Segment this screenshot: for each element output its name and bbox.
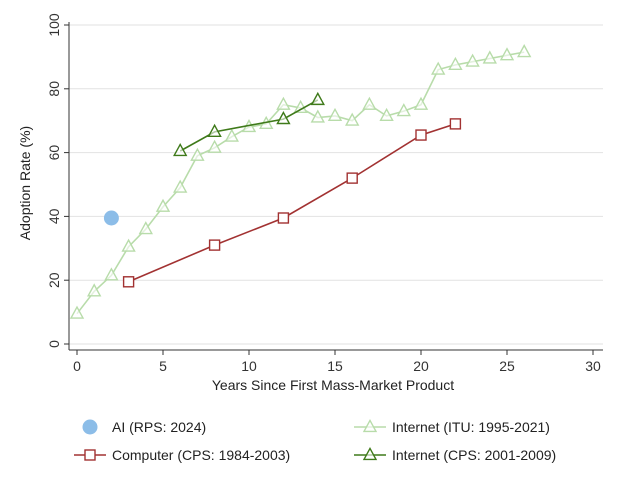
data-point [69,305,85,319]
data-point [448,56,463,70]
grid-layer [69,24,603,345]
y-tick-label: 40 [46,208,62,224]
data-point [208,239,221,251]
series-0 [103,210,119,226]
data-point [207,123,222,137]
series-layer [69,44,532,319]
x-tick-label: 0 [73,358,81,374]
data-point [346,172,358,184]
x-tick-label: 5 [159,358,167,374]
data-point [517,44,532,58]
x-tick-label: 30 [585,358,601,374]
legend: AI (RPS: 2024) Internet (ITU: 1995-2021) C… [74,418,556,463]
data-point [155,198,171,212]
data-point [482,50,497,64]
data-point [122,276,135,288]
legend-label: Internet (ITU: 1995-2021) [392,419,550,435]
legend-label: Computer (CPS: 1984-2003) [112,447,290,463]
legend-item: Internet (CPS: 2001-2009) [354,446,556,463]
legend-label: Internet (CPS: 2001-2009) [392,447,556,463]
x-tick-label: 20 [413,358,429,374]
data-point [104,267,119,281]
data-point [87,283,102,297]
axis-layer: 0 20 40 60 80 100 0 5 10 15 20 25 30 [46,13,603,374]
data-point [362,96,377,110]
data-point [310,109,325,123]
data-point [173,142,188,157]
y-tick-label: 80 [46,81,62,97]
data-point [276,96,291,110]
x-tick-label: 10 [241,358,257,374]
data-point [345,112,360,126]
legend-marker [362,418,378,433]
data-point [173,179,188,193]
data-point [327,107,343,122]
data-point [138,221,153,235]
data-point [379,107,394,122]
data-point [431,61,446,75]
data-point [413,96,429,110]
data-point [465,53,480,67]
data-point [499,47,515,61]
x-axis-title: Years Since First Mass-Market Product [212,377,454,393]
data-point [310,91,325,106]
data-point [121,238,136,252]
y-tick-label: 100 [46,13,62,37]
series-2 [122,118,462,288]
data-point [224,128,239,142]
x-tick-label: 25 [499,358,515,374]
y-axis-title: Adoption Rate (%) [17,126,33,240]
legend-item: AI (RPS: 2024) [82,419,206,435]
data-point [415,129,427,141]
y-tick-label: 0 [46,340,62,348]
y-tick-label: 20 [46,272,62,288]
data-point [103,210,119,226]
legend-item: Internet (ITU: 1995-2021) [354,418,550,435]
legend-marker [362,446,378,461]
data-point [190,147,205,161]
series-1 [69,44,532,319]
series-line [128,123,456,283]
data-point [277,212,290,224]
legend-item: Computer (CPS: 1984-2003) [74,447,290,463]
series-line [179,99,319,152]
data-point [207,139,222,153]
legend-marker [84,449,96,461]
y-tick-label: 60 [46,145,62,161]
legend-marker [82,419,98,435]
data-point [276,111,291,125]
data-point [396,103,411,117]
series-3 [173,91,325,157]
data-point [293,99,308,114]
x-tick-label: 15 [327,358,343,374]
data-point [449,118,462,130]
legend-label: AI (RPS: 2024) [112,419,206,435]
